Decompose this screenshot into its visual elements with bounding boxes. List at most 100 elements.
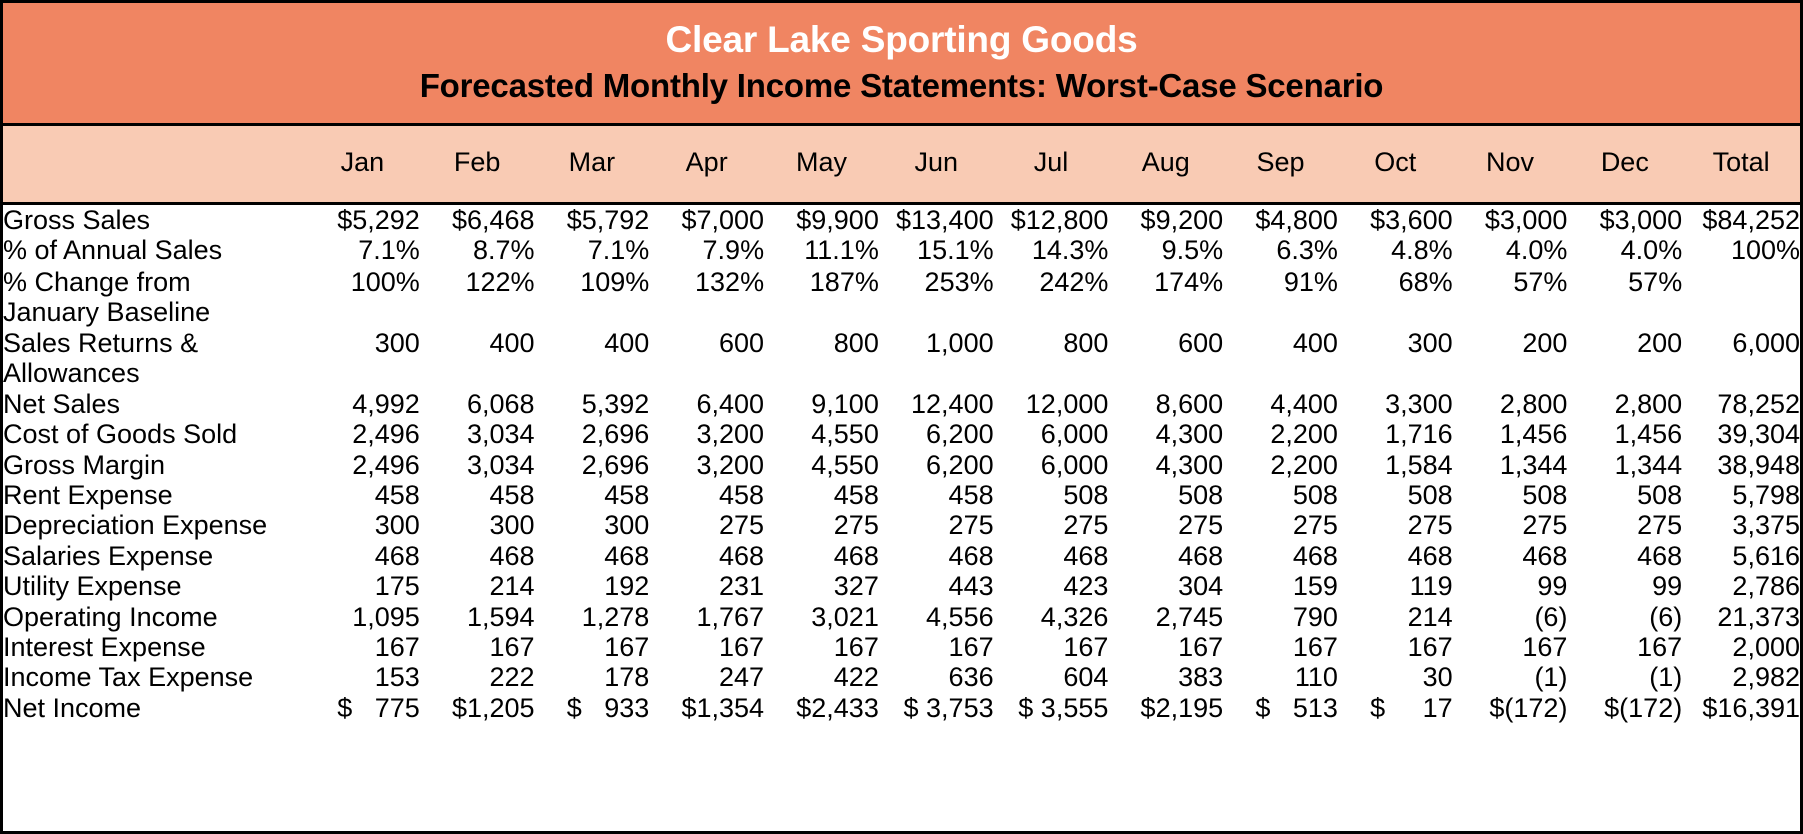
cell-total: 100% xyxy=(1730,235,1800,266)
cell-may: 11.1% xyxy=(804,235,879,266)
cell-jul: 167 xyxy=(1063,631,1109,662)
cell-dec: 200 xyxy=(1637,328,1683,359)
cell-sep: 4,400 xyxy=(1270,388,1338,419)
cell-mar: 458 xyxy=(604,479,650,510)
cell-mar: 2,696 xyxy=(581,419,650,450)
row-label: Salaries Expense xyxy=(3,540,214,571)
table-row: Salaries Expense 468 468 468 468 468 468 468 468… xyxy=(3,541,1800,571)
cell-apr: 6,400 xyxy=(696,388,765,419)
cell-nov: (1) xyxy=(1534,662,1568,693)
cell-may: 9,100 xyxy=(811,388,879,419)
cell-oct: 300 xyxy=(1407,328,1453,359)
cell-nov: 200 xyxy=(1522,328,1568,359)
cell-feb: 3,034 xyxy=(466,449,535,480)
cell-aug: 600 xyxy=(1178,328,1224,359)
cell-may: 4,550 xyxy=(811,419,879,450)
cell-total: $84,252 xyxy=(1702,205,1800,236)
cell-apr: $7,000 xyxy=(681,205,765,236)
cell-dec: 275 xyxy=(1637,510,1683,541)
cell-dec: 2,800 xyxy=(1614,388,1683,419)
cell-may: 275 xyxy=(833,510,879,541)
cell-jan: 468 xyxy=(374,540,420,571)
table-row: Interest Expense 167 167 167 167 167 167 167 167… xyxy=(3,632,1800,662)
cell-dec: 167 xyxy=(1637,631,1683,662)
table-body-band: Gross Sales $5,292 $6,468 $5,792 $7,000 $9,90… xyxy=(0,205,1803,834)
cell-apr: 275 xyxy=(719,510,765,541)
cell-mar: 167 xyxy=(604,631,650,662)
cell-dec: 468 xyxy=(1637,540,1683,571)
table-row: Cost of Goods Sold 2,496 3,034 2,696 3,200 4,… xyxy=(3,419,1800,449)
row-header-corner xyxy=(3,126,305,199)
cell-jul: $ 3,555 xyxy=(1018,692,1109,723)
cell-may: 468 xyxy=(833,540,879,571)
cell-may: 800 xyxy=(833,328,879,359)
cell-total: 39,304 xyxy=(1717,419,1800,450)
cell-oct: $ 17 xyxy=(1370,692,1453,723)
cell-aug: 2,745 xyxy=(1155,601,1224,632)
cell-jun: 636 xyxy=(948,662,994,693)
row-label: Gross Margin xyxy=(3,449,166,480)
cell-mar: 178 xyxy=(604,662,650,693)
cell-jan: 2,496 xyxy=(352,449,420,480)
cell-oct: 214 xyxy=(1407,601,1453,632)
row-label: % of Annual Sales xyxy=(3,235,223,266)
cell-mar: $5,792 xyxy=(566,205,650,236)
cell-mar: 300 xyxy=(604,510,650,541)
cell-jul: 508 xyxy=(1063,479,1109,510)
cell-feb: 458 xyxy=(489,479,535,510)
cell-total: $16,391 xyxy=(1702,692,1800,723)
cell-feb: 1,594 xyxy=(466,601,535,632)
cell-jun: 458 xyxy=(948,479,994,510)
cell-jan: 300 xyxy=(374,328,420,359)
cell-apr: 1,767 xyxy=(696,601,765,632)
cell-feb: 167 xyxy=(489,631,535,662)
cell-oct: 68% xyxy=(1398,266,1453,297)
cell-feb: 468 xyxy=(489,540,535,571)
cell-oct: 468 xyxy=(1407,540,1453,571)
cell-nov: $3,000 xyxy=(1484,205,1568,236)
table-row: Utility Expense 175 214 192 231 327 443 423 304 1… xyxy=(3,571,1800,601)
cell-jan: 2,496 xyxy=(352,419,420,450)
cell-sep: 468 xyxy=(1292,540,1338,571)
cell-dec: 1,456 xyxy=(1614,419,1683,450)
cell-feb: 222 xyxy=(489,662,535,693)
table-row: Sales Returns & Allowances 300 400 400 600 80… xyxy=(3,327,1800,388)
cell-may: 458 xyxy=(833,479,879,510)
cell-jun: 167 xyxy=(948,631,994,662)
row-label: Cost of Goods Sold xyxy=(3,419,238,450)
table-row: Rent Expense 458 458 458 458 458 458 508 508 508 5… xyxy=(3,480,1800,510)
cell-may: 167 xyxy=(833,631,879,662)
table-row: Income Tax Expense 153 222 178 247 422 636 604 3… xyxy=(3,662,1800,692)
cell-jul: 12,000 xyxy=(1025,388,1109,419)
cell-jun: 443 xyxy=(948,571,994,602)
cell-sep: 91% xyxy=(1283,266,1338,297)
cell-feb: 300 xyxy=(489,510,535,541)
cell-mar: 468 xyxy=(604,540,650,571)
cell-nov: $(172) xyxy=(1489,692,1568,723)
cell-may: 3,021 xyxy=(811,601,879,632)
page-title: Clear Lake Sporting Goods xyxy=(665,19,1138,61)
cell-jul: 800 xyxy=(1063,328,1109,359)
cell-nov: 167 xyxy=(1522,631,1568,662)
cell-sep: 400 xyxy=(1292,328,1338,359)
title-band: Clear Lake Sporting Goods Forecasted Mon… xyxy=(0,0,1803,126)
cell-total: 5,616 xyxy=(1732,540,1800,571)
cell-nov: 99 xyxy=(1537,571,1568,602)
column-header-mar: Mar xyxy=(568,147,616,177)
cell-feb: 122% xyxy=(465,266,535,297)
cell-apr: 600 xyxy=(719,328,765,359)
row-label: Interest Expense xyxy=(3,631,206,662)
cell-nov: 4.0% xyxy=(1505,235,1568,266)
row-label: Operating Income xyxy=(3,601,218,632)
cell-sep: 110 xyxy=(1294,662,1338,693)
row-label: Net Sales xyxy=(3,388,121,419)
cell-may: 327 xyxy=(833,571,879,602)
cell-apr: 167 xyxy=(719,631,765,662)
cell-jun: 15.1% xyxy=(917,235,994,266)
column-header-jul: Jul xyxy=(1033,147,1069,177)
cell-sep: $ 513 xyxy=(1255,692,1338,723)
row-label: % Change from January Baseline xyxy=(3,266,211,328)
cell-jan: 458 xyxy=(374,479,420,510)
cell-nov: 57% xyxy=(1513,266,1568,297)
